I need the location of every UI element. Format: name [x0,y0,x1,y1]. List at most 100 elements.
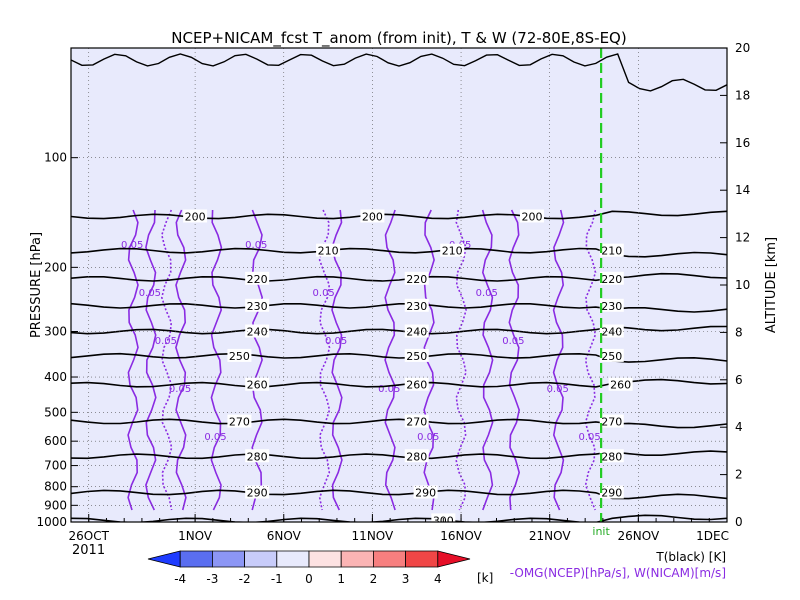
altitude-tick-label: 8 [735,325,743,339]
colorbar-tick-label: 0 [305,572,313,586]
altitude-tick-label: 4 [735,420,743,434]
isotherm-label: 210 [318,245,339,258]
pressure-tick-label: 400 [44,370,67,384]
isotherm-label: 240 [247,326,268,339]
isotherm-label-bg [599,485,624,499]
colorbar-segment [437,550,471,568]
isotherm-label: 220 [601,273,622,286]
isotherm-label-bg [183,209,208,223]
isotherm-label-bg [599,243,624,257]
omega-contour-label: 0.05 [245,240,267,251]
colorbar-segment [179,550,213,568]
isotherm-label-bg [413,485,438,499]
isotherm-label-bg [404,324,429,338]
omega-contour-label: 0.05 [169,384,191,395]
omega-contour-label: 0.05 [204,432,226,443]
altitude-tick-label: 6 [735,373,743,387]
isotherm-label-bg [245,485,270,499]
pressure-tick-label: 600 [44,434,67,448]
isotherm-label: 210 [442,245,463,258]
omega-contour-label: 0.05 [313,288,335,299]
colorbar-tick-label: -3 [206,572,218,586]
x-tick-label: 26OCT [69,529,110,543]
omega-contour [455,209,467,511]
x-tick-label: 26NOV [617,529,659,543]
colorbar-tick-label: 4 [434,572,442,586]
omega-contour [160,209,173,511]
isotherm-label: 200 [521,210,542,223]
x-axis: 26OCT 1NOV 6NOV 11NOV 16NOV 21NOV 26NOV 1DEC [69,514,729,543]
legend-velocity: -OMG(NCEP)[hPa/s], W(NICAM)[m/s] [510,566,726,580]
isotherm-label: 260 [610,379,631,392]
isotherm-line [71,514,727,522]
altitude-axis-label: ALTITUDE [km] [764,237,779,333]
altitude-tick-label: 16 [735,136,750,150]
isotherm-label: 260 [247,379,268,392]
isotherm-label-bg [599,271,624,285]
plot-background [71,48,727,522]
colorbar-segment [340,550,374,568]
isotherm-label: 210 [601,245,622,258]
isotherm-label: 280 [406,450,427,463]
grid-lines [71,48,727,522]
isotherm-label-bg [404,271,429,285]
isotherm-label: 220 [247,273,268,286]
isotherm-label-bg [316,243,341,257]
x-tick-label: 6NOV [267,529,302,543]
isotherm-label-bg [599,324,624,338]
omega-contour-label: 0.05 [417,432,439,443]
x-tick-label: 21NOV [529,529,571,543]
colorbar-unit: [k] [477,571,493,585]
pressure-tick-label: 100 [44,151,67,165]
colorbar-tick-label: 1 [337,572,345,586]
isotherm-label-bg [404,414,429,428]
colorbar-segment [372,550,407,568]
colorbar-tick-label: -1 [271,572,283,586]
x-tick-label: 16NOV [440,529,482,543]
isotherm-label-bg [519,209,544,223]
altitude-axis: 0 2 4 6 8 10 12 14 16 18 20 [720,41,750,529]
omega-contour [384,209,396,511]
isotherm-label: 240 [406,326,427,339]
pressure-tick-label: 300 [44,325,67,339]
omega-contour [175,209,187,511]
altitude-tick-label: 20 [735,41,750,55]
isotherm-label: 250 [406,350,427,363]
isotherm-line [71,53,727,92]
pressure-tick-label: 1000 [36,515,67,529]
colorbar: -4 -3 -2 -1 0 1 2 3 4 [k] [147,550,493,586]
altitude-tick-label: 10 [735,278,750,292]
year-label: 2011 [72,543,105,558]
isotherm-label-bg [245,271,270,285]
colorbar-segment [405,550,439,568]
omega-contour [127,209,139,511]
isotherm-label-bg [608,377,633,391]
pressure-tick-label: 500 [44,405,67,419]
omega-contour-label: 0.05 [547,384,569,395]
altitude-tick-label: 14 [735,183,750,197]
isotherm-label-bg [360,209,385,223]
pressure-tick-label: 200 [44,260,67,274]
pressure-axis-label: PRESSURE [hPa] [29,232,44,338]
isotherm-label: 270 [229,416,250,429]
colorbar-segment [211,550,246,568]
altitude-tick-label: 12 [735,231,750,245]
colorbar-tick-label: 2 [370,572,378,586]
isotherm-label: 280 [247,450,268,463]
x-tick-label: 1DEC [696,529,729,543]
colorbar-tick-label: 3 [402,572,410,586]
isotherm-label-bg [245,324,270,338]
pressure-tick-label: 700 [44,459,67,473]
isotherm-label: 270 [406,416,427,429]
omega-contour [145,209,157,511]
colorbar-tick-label: -2 [239,572,251,586]
omega-contour-label: 0.05 [139,288,161,299]
pressure-axis: 100 200 300 400 500 600 700 800 900 1000 [36,151,78,529]
isotherm-label: 230 [406,300,427,313]
omega-contour [508,209,521,511]
isotherm-label: 230 [247,300,268,313]
altitude-tick-label: 0 [735,515,743,529]
omega-contour-label: 0.05 [378,384,400,395]
omega-contour [552,209,565,511]
isotherm-label: 260 [406,379,427,392]
